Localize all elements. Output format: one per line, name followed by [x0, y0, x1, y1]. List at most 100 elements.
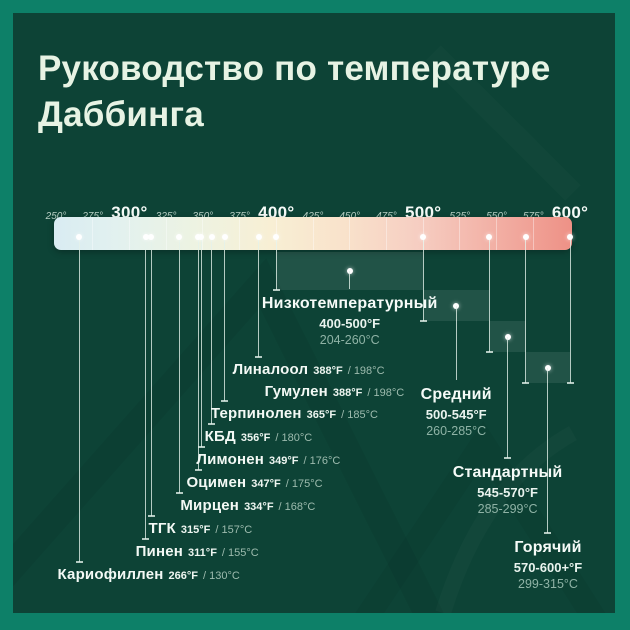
- axis-tick-375: 375°: [229, 211, 250, 222]
- compound-label: Терпинолен 365°F / 185°C: [211, 405, 378, 422]
- compound-line-4-cap: [197, 446, 205, 448]
- compound-name: Гумулен: [264, 383, 328, 400]
- axis-tick-325: 325°: [156, 211, 177, 222]
- compound-line-9: [78, 237, 80, 562]
- boundary-line-570-cap: [522, 382, 530, 384]
- boundary-line-400-cap: [272, 289, 280, 291]
- compound-fahrenheit: 347°F: [251, 478, 281, 490]
- bar-gridline-525: [459, 217, 461, 250]
- compound-line-0-cap: [255, 356, 263, 358]
- range-fahrenheit: 570-600+°F: [513, 560, 583, 575]
- compound-line-8: [145, 237, 147, 539]
- compound-dot-3: [208, 234, 215, 240]
- range-celsius: 285-299°C: [477, 502, 538, 516]
- compound-line-2-cap: [221, 400, 229, 402]
- compound-label: Кариофиллен 266°F / 130°C: [57, 566, 239, 583]
- boundary-line-500-cap: [419, 320, 427, 322]
- bar-gridline-325: [165, 217, 167, 250]
- range-celsius: 299-315°C: [518, 577, 578, 591]
- range-name: Низкотемпературный: [261, 295, 438, 312]
- range-celsius: 204-260°C: [319, 333, 380, 347]
- bar-gridline-375: [239, 217, 241, 250]
- compound-fahrenheit: 266°F: [168, 570, 199, 582]
- bar-gridline-475: [385, 217, 387, 250]
- compound-name: Пинен: [135, 543, 184, 560]
- compound-name: Терпинолен: [210, 405, 302, 422]
- boundary-dot-400: [273, 234, 280, 240]
- compound-line-6-cap: [175, 492, 183, 494]
- boundary-dot-570: [522, 234, 529, 240]
- compound-line-8-cap: [142, 538, 150, 540]
- range-name: Стандартный: [452, 464, 563, 481]
- boundary-line-600-cap: [566, 382, 574, 384]
- range-line-4: [547, 367, 549, 533]
- range-name: Средний: [420, 386, 492, 403]
- compound-dot-0: [255, 234, 262, 240]
- compound-label: Лимонен 349°F / 176°C: [196, 451, 340, 468]
- temperature-gradient-bar: [54, 217, 572, 250]
- compound-celsius: / 198°C: [367, 387, 405, 399]
- compound-line-5-cap: [194, 469, 202, 471]
- compound-line-9-cap: [75, 561, 83, 563]
- compound-line-7-cap: [147, 515, 155, 517]
- range-line-4-cap: [544, 532, 552, 534]
- boundary-dot-545: [486, 234, 493, 240]
- compound-celsius: / 130°C: [203, 570, 240, 582]
- compound-fahrenheit: 356°F: [240, 432, 271, 444]
- axis-tick-350: 350°: [193, 211, 214, 222]
- compound-name: КБД: [204, 428, 236, 445]
- compound-line-7: [150, 237, 152, 516]
- axis-tick-475: 475°: [376, 211, 397, 222]
- range-label: Стандартный 545-570°F 285-299°C: [416, 464, 600, 516]
- compound-fahrenheit: 311°F: [188, 547, 217, 559]
- range-label: Средний 500-545°F 260-285°C: [364, 386, 548, 438]
- compound-line-3: [211, 237, 213, 424]
- axis-tick-425: 425°: [303, 211, 324, 222]
- boundary-dot-500: [420, 234, 427, 240]
- compound-celsius: / 176°C: [303, 455, 341, 467]
- bar-gridline-550: [496, 217, 498, 250]
- compound-label: Линалоол 388°F / 198°C: [233, 361, 385, 378]
- compound-fahrenheit: 315°F: [180, 524, 211, 536]
- compound-celsius: / 175°C: [285, 478, 323, 490]
- compound-line-6: [178, 237, 180, 493]
- boundary-dot-600: [567, 234, 573, 240]
- compound-fahrenheit: 388°F: [332, 387, 363, 399]
- compound-label: Гумулен 388°F / 198°C: [265, 383, 405, 400]
- axis-tick-250: 250°: [45, 211, 67, 222]
- compound-dot-9: [76, 234, 83, 240]
- compound-line-0: [258, 237, 260, 357]
- boundary-line-600: [569, 237, 571, 383]
- range-fahrenheit: 500-545°F: [425, 407, 487, 422]
- compound-name: Линалоол: [232, 361, 309, 378]
- boundary-line-570: [525, 237, 527, 383]
- compound-dot-7: [148, 234, 155, 240]
- page-title: Руководство по температуре Даббинга: [38, 46, 598, 137]
- compound-dot-6: [176, 234, 183, 240]
- compound-celsius: / 185°C: [341, 409, 378, 421]
- compound-name: ТГК: [148, 520, 176, 537]
- compound-celsius: / 168°C: [278, 501, 316, 513]
- compound-celsius: / 198°C: [347, 365, 385, 377]
- bar-gridline-450: [349, 217, 351, 250]
- bar-gridline-300: [128, 217, 130, 250]
- boundary-line-500: [422, 237, 424, 321]
- range-line-3-cap: [504, 457, 512, 459]
- compound-fahrenheit: 388°F: [313, 365, 343, 377]
- bar-gridline-425: [312, 217, 314, 250]
- compound-label: Мирцен 334°F / 168°C: [180, 497, 315, 514]
- bar-gridline-575: [532, 217, 534, 250]
- compound-name: Оцимен: [186, 474, 247, 491]
- compound-fahrenheit: 334°F: [244, 501, 274, 513]
- range-label: Горячий 570-600+°F 299-315°C: [456, 539, 630, 591]
- compound-label: Пинен 311°F / 155°C: [136, 543, 259, 560]
- compound-celsius: / 180°C: [275, 432, 313, 444]
- compound-label: ТГК 315°F / 157°C: [148, 520, 252, 537]
- compound-line-2: [224, 237, 226, 401]
- compound-label: Оцимен 347°F / 175°C: [186, 474, 322, 491]
- range-fahrenheit: 545-570°F: [477, 485, 538, 500]
- range-celsius: 260-285°C: [426, 424, 487, 438]
- range-label: Низкотемпературный 400-500°F 204-260°C: [258, 295, 442, 347]
- range-fahrenheit: 400-500°F: [319, 316, 381, 331]
